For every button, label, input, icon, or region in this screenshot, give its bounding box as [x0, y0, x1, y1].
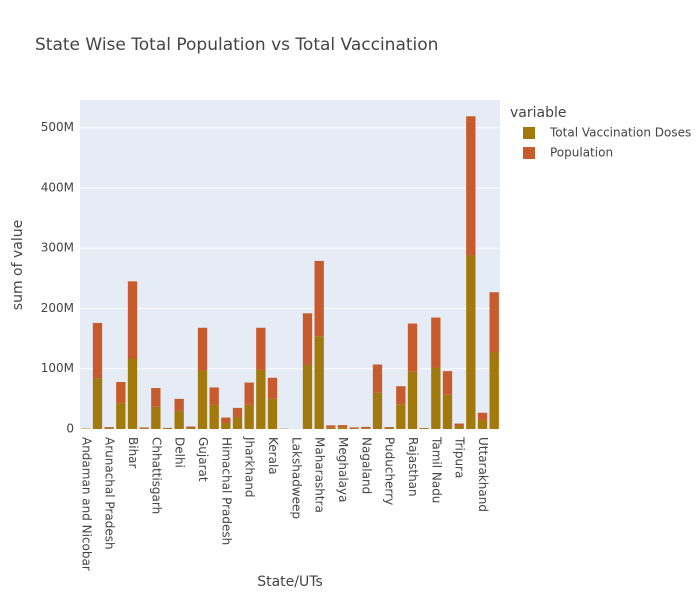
- bar: [151, 407, 160, 429]
- y-axis-label: sum of value: [10, 220, 26, 310]
- bar: [105, 428, 114, 429]
- bar: [221, 423, 230, 429]
- bar: [431, 318, 440, 368]
- bar: [151, 388, 160, 407]
- x-tick-label: Tripura: [453, 436, 467, 478]
- bar: [140, 428, 149, 429]
- bar: [198, 328, 207, 371]
- bar: [105, 427, 114, 428]
- x-axis-label: State/UTs: [257, 574, 323, 590]
- y-tick-label: 200M: [41, 301, 74, 315]
- bar: [408, 372, 417, 429]
- bar: [361, 427, 370, 428]
- bar: [315, 336, 324, 429]
- legend-label: Population: [550, 146, 613, 160]
- bar: [466, 255, 475, 429]
- bar: [268, 378, 277, 399]
- y-tick-label: 400M: [41, 180, 74, 194]
- bar: [373, 365, 382, 393]
- bar: [256, 370, 265, 429]
- y-tick-label: 300M: [41, 241, 74, 255]
- bar: [431, 368, 440, 429]
- bar: [326, 427, 335, 429]
- bar: [233, 408, 242, 417]
- bar: [455, 424, 464, 426]
- x-tick-label: Delhi: [173, 437, 187, 468]
- x-tick-label: Meghalaya: [336, 437, 350, 502]
- bar: [186, 427, 195, 429]
- bar: [93, 378, 102, 429]
- x-tick-label: Uttarakhand: [476, 437, 490, 512]
- x-tick-label: Nagaland: [359, 437, 373, 494]
- y-tick-label: 0: [66, 422, 74, 436]
- bar: [478, 420, 487, 429]
- legend-swatch: [523, 147, 535, 159]
- bar: [396, 404, 405, 429]
- bar: [443, 371, 452, 395]
- bar: [175, 399, 184, 411]
- bar: [210, 387, 219, 404]
- bar: [326, 425, 335, 427]
- bar: [455, 426, 464, 429]
- x-tick-label: Arunachal Pradesh: [103, 437, 117, 550]
- bar: [361, 428, 370, 429]
- bar: [256, 328, 265, 370]
- x-tick-label: Rajasthan: [406, 437, 420, 497]
- bar: [303, 313, 312, 364]
- bar: [175, 411, 184, 429]
- bar: [116, 403, 125, 429]
- bar: [373, 393, 382, 429]
- x-tick-label: Andaman and Nicobar: [79, 437, 93, 571]
- bar: [221, 418, 230, 423]
- x-tick-label: Kerala: [266, 437, 280, 475]
- x-tick-label: Lakshadweep: [289, 437, 303, 519]
- bar: [385, 427, 394, 428]
- bar: [210, 405, 219, 429]
- bar: [245, 405, 254, 429]
- bar: [338, 427, 347, 429]
- x-tick-label: Jharkhand: [243, 436, 257, 498]
- bar: [490, 352, 499, 429]
- x-tick-label: Himachal Pradesh: [219, 437, 233, 545]
- x-tick-label: Gujarat: [196, 437, 210, 482]
- legend-label: Total Vaccination Doses: [549, 126, 691, 140]
- bar: [116, 382, 125, 403]
- chart-title: State Wise Total Population vs Total Vac…: [35, 35, 438, 55]
- bar: [350, 427, 359, 428]
- bar: [408, 324, 417, 372]
- x-tick-label: Chhattisgarh: [149, 437, 163, 514]
- bar: [466, 116, 475, 255]
- x-tick-label: Maharashtra: [313, 437, 327, 513]
- bar: [396, 386, 405, 404]
- bar: [350, 428, 359, 429]
- bar: [303, 365, 312, 429]
- bar: [478, 413, 487, 420]
- y-tick-label: 500M: [41, 120, 74, 134]
- bar: [268, 399, 277, 429]
- bar: [443, 395, 452, 429]
- bar: [93, 323, 102, 378]
- bar: [233, 417, 242, 429]
- bar: [490, 292, 499, 352]
- legend-title: variable: [510, 105, 566, 121]
- x-tick-label: Bihar: [126, 437, 140, 469]
- bar: [338, 425, 347, 427]
- bar: [163, 428, 172, 429]
- bar: [186, 427, 195, 428]
- bar: [420, 428, 429, 429]
- y-tick-label: 100M: [41, 361, 74, 375]
- bar: [385, 428, 394, 429]
- x-tick-label: Tamil Nadu: [429, 436, 443, 503]
- bar: [128, 281, 137, 358]
- bar: [198, 371, 207, 429]
- bar: [245, 383, 254, 405]
- bar: [140, 427, 149, 428]
- legend-swatch: [523, 127, 535, 139]
- bar: [128, 359, 137, 430]
- bar: [315, 261, 324, 336]
- x-tick-label: Puducherry: [383, 437, 397, 505]
